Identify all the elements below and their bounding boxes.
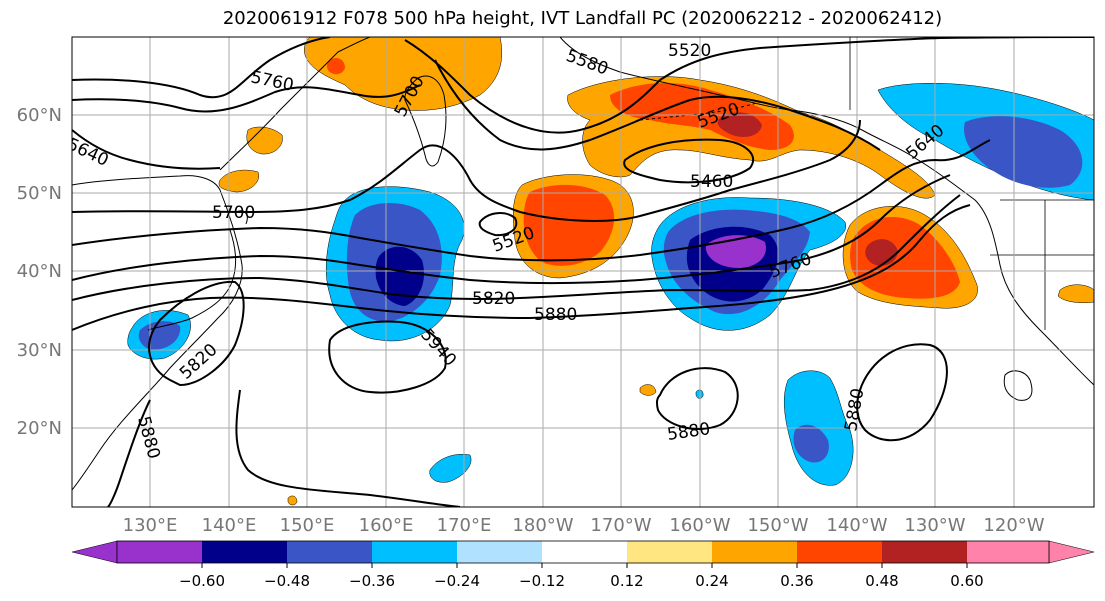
contour-5880-hawaii (655, 367, 739, 430)
lon-label: 180°W (512, 515, 573, 536)
negative-anomaly-hawaii-core (793, 424, 829, 463)
lon-label: 150°W (747, 515, 808, 536)
height-contours (72, 37, 1094, 507)
contour-label: 5520 (668, 41, 711, 61)
lat-label: 50°N (17, 183, 62, 204)
latitude-labels: 60°N 50°N 40°N 30°N 20°N (17, 105, 62, 439)
contour-5520 (404, 37, 1094, 134)
contour-5640-north (72, 37, 331, 99)
lat-label: 40°N (17, 261, 62, 282)
contour-band-1 (72, 139, 991, 262)
contour-5880-south (107, 389, 461, 507)
coastline-okhotsk (219, 37, 371, 171)
colorbar-segment (967, 541, 1049, 563)
strong-anomaly-siberia (326, 57, 345, 75)
colorbar-segment (882, 541, 967, 563)
lon-label: 160°W (669, 515, 730, 536)
map-area: 5520 5580 5760 5700 5640 5460 5520 5640 … (72, 37, 1094, 507)
coastline-asia (72, 175, 243, 491)
lon-label: 120°W (983, 515, 1044, 536)
contour-5760-mid (72, 174, 951, 284)
colorbar-tick-label: −0.48 (264, 572, 310, 590)
contour-5880 (72, 204, 971, 331)
contour-5520-loop (478, 212, 518, 237)
colorbar-segment (542, 541, 627, 563)
colorbar-segment (287, 541, 372, 563)
border-canada-us (849, 37, 1094, 330)
lon-label: 170°E (437, 515, 492, 536)
colorbar-ticks (201, 563, 968, 568)
lon-label: 130°W (904, 515, 965, 536)
contour-label: 5880 (534, 305, 577, 325)
colorbar-tick-label: −0.24 (434, 572, 480, 590)
negative-anomaly-small-1 (429, 454, 472, 483)
contour-5700 (72, 119, 861, 222)
lat-label: 20°N (17, 418, 62, 439)
contour-5760 (72, 84, 421, 113)
negative-anomaly-nwpacific-core (375, 246, 425, 306)
contour-label: 5700 (212, 203, 255, 223)
negative-anomaly-central-max (705, 235, 766, 268)
max-anomaly-bering (717, 112, 762, 137)
lon-label: 130°E (123, 515, 178, 536)
lon-label: 160°E (359, 515, 414, 536)
colorbar-tick-label: 0.12 (610, 572, 643, 590)
small-anomaly-east-1 (1057, 284, 1094, 303)
negative-anomaly-canada-mid (964, 116, 1083, 188)
lon-label: 140°E (202, 515, 257, 536)
contour-5460 (623, 138, 755, 184)
strong-anomaly-westcoast (850, 216, 960, 299)
colorbar-tick-label: 0.48 (865, 572, 898, 590)
contour-5820 (72, 194, 961, 301)
colorbar-extend-left (71, 540, 118, 564)
small-anomaly-east-2 (639, 384, 657, 396)
colorbar-tick-label: 0.24 (695, 572, 728, 590)
colorbar-segment (797, 541, 882, 563)
contour-5940 (328, 320, 447, 394)
colorbar-tick-label: −0.36 (349, 572, 395, 590)
colorbar-extend-right (1048, 540, 1095, 564)
positive-anomaly-siberia (303, 37, 503, 111)
colorbar-tick-label: 0.60 (950, 572, 983, 590)
lon-label: 140°W (826, 515, 887, 536)
colorbar-segment (627, 541, 712, 563)
colorbar-segment (712, 541, 797, 563)
lat-label: 30°N (17, 340, 62, 361)
contour-label: 5460 (690, 172, 733, 192)
map-title: 2020061912 F078 500 hPa height, IVT Land… (222, 8, 943, 29)
contour-label: 5820 (472, 289, 515, 309)
coastline-kamchatka (404, 75, 447, 167)
colorbar-tick-label: 0.36 (780, 572, 813, 590)
coastline-mexico (1003, 370, 1033, 401)
map-frame (71, 36, 1095, 508)
colorbar: −0.60 −0.48 −0.36 −0.24 −0.12 0.12 0.24 … (71, 540, 1095, 590)
colorbar-segment (457, 541, 542, 563)
colorbar-segment (202, 541, 287, 563)
colorbar-segment (117, 541, 202, 563)
colorbar-tick-label: −0.60 (179, 572, 225, 590)
lon-label: 170°W (590, 515, 651, 536)
contour-5580 (434, 59, 881, 151)
longitude-labels: 130°E 140°E 150°E 160°E 170°E 180°W 170°… (123, 515, 1045, 536)
strong-anomaly-central (523, 184, 615, 266)
colorbar-outline (116, 540, 1050, 564)
small-anomaly-east-3 (287, 495, 298, 506)
contour-5820-japan (148, 280, 245, 387)
colorbar-segment (372, 541, 457, 563)
colorbar-tick-label: −0.12 (519, 572, 565, 590)
lat-label: 60°N (17, 105, 62, 126)
lon-label: 150°E (280, 515, 335, 536)
contour-5880-east (856, 343, 948, 442)
contour-5640 (72, 129, 221, 170)
